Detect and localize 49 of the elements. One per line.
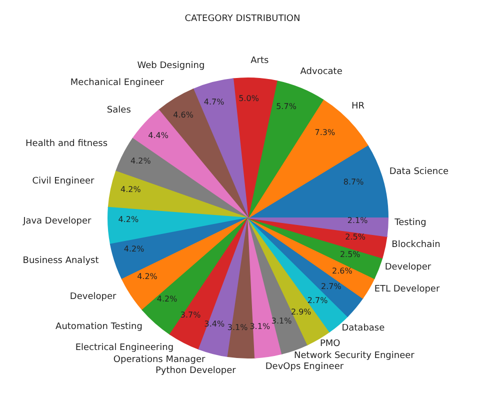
data-label: 8.7% xyxy=(343,178,364,187)
slice-label: Advocate xyxy=(300,67,343,78)
data-label: 3.7% xyxy=(180,310,202,320)
data-label: 4.2% xyxy=(137,272,158,281)
chart-title: CATEGORY DISTRIBUTION xyxy=(184,14,302,24)
data-label: 2.9% xyxy=(290,307,312,316)
data-label: 2.7% xyxy=(307,296,328,305)
data-label: 7.3% xyxy=(314,128,336,138)
slice-label: Mechanical Engineer xyxy=(70,78,164,88)
slice-label: Java Developer xyxy=(22,216,92,227)
pie-slice xyxy=(248,144,388,218)
slice-label: DevOps Engineer xyxy=(265,362,344,372)
slice-label: Electrical Engineering xyxy=(75,343,174,354)
slice-label: Blockchain xyxy=(392,240,440,250)
slice-label: Automation Testing xyxy=(56,322,142,332)
slice-label: Civil Engineer xyxy=(32,176,95,187)
data-label: 5.0% xyxy=(238,94,260,103)
data-label: 4.7% xyxy=(204,97,225,106)
slice-label: PMO xyxy=(320,339,340,350)
data-label: 2.6% xyxy=(332,266,353,276)
data-label: 2.1% xyxy=(347,216,368,226)
slice-label: Developer xyxy=(70,292,117,302)
slice-label: Business Analyst xyxy=(22,256,100,266)
pie-slice xyxy=(232,78,278,218)
slice-label: HR xyxy=(351,102,365,112)
slice-label: Database xyxy=(342,324,386,334)
slice-label: Data Science xyxy=(389,166,450,177)
data-label: 4.6% xyxy=(173,110,194,120)
slice-label: Developer xyxy=(384,262,432,273)
slice-label: Network Security Engineer xyxy=(294,351,415,362)
slice-label: Arts xyxy=(250,56,270,66)
data-label: 2.7% xyxy=(321,282,342,291)
slice-label: Web Designing xyxy=(137,60,205,71)
slice-label: Health and fitness xyxy=(26,138,108,149)
data-label: 4.2% xyxy=(156,294,178,304)
data-label: 4.2% xyxy=(118,214,139,224)
slice-label: Python Developer xyxy=(155,366,236,376)
slice-label: Operations Manager xyxy=(113,355,206,366)
data-label: 4.2% xyxy=(130,156,152,166)
slice-label: Testing xyxy=(394,218,426,228)
data-label: 4.2% xyxy=(120,184,142,194)
slice-label: ETL Developer xyxy=(374,284,440,295)
data-label: 5.7% xyxy=(276,102,297,112)
data-label: 2.5% xyxy=(345,232,366,242)
data-label: 2.5% xyxy=(340,250,361,259)
pie-slice xyxy=(108,206,248,245)
slice-label: Sales xyxy=(106,105,132,116)
data-label: 4.4% xyxy=(148,130,169,140)
data-label: 4.2% xyxy=(124,244,145,254)
